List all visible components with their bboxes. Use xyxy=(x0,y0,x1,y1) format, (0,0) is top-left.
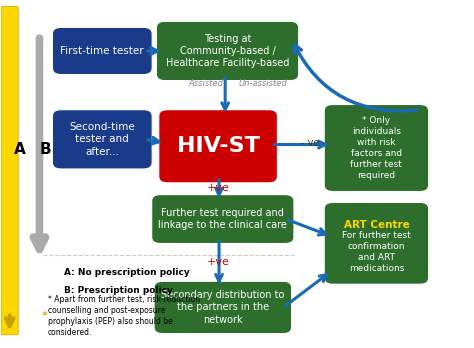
Text: *: * xyxy=(41,311,47,321)
Text: Second-time
tester and
after...: Second-time tester and after... xyxy=(69,122,135,157)
Text: B: Prescription policy: B: Prescription policy xyxy=(64,286,173,295)
Text: B: B xyxy=(40,142,51,157)
Text: HIV-ST: HIV-ST xyxy=(177,136,260,156)
Text: * Only
individuals
with risk
factors and
further test
required: * Only individuals with risk factors and… xyxy=(350,116,402,180)
Text: * Apart from further test, risk-reduction
counselling and post-exposure
prophyla: * Apart from further test, risk-reductio… xyxy=(48,295,200,337)
FancyBboxPatch shape xyxy=(53,27,152,74)
FancyBboxPatch shape xyxy=(53,110,152,169)
FancyBboxPatch shape xyxy=(152,195,294,244)
Text: A: A xyxy=(14,142,26,157)
FancyBboxPatch shape xyxy=(156,21,299,81)
Text: Assisted: Assisted xyxy=(189,79,224,88)
Text: +ve: +ve xyxy=(207,258,229,267)
FancyBboxPatch shape xyxy=(324,104,428,191)
FancyBboxPatch shape xyxy=(1,6,18,335)
Text: +ve: +ve xyxy=(207,183,229,193)
Text: ART Centre: ART Centre xyxy=(344,220,409,230)
Text: Secondary distribution to
the partners in the
network: Secondary distribution to the partners i… xyxy=(161,290,284,325)
FancyBboxPatch shape xyxy=(154,281,292,334)
Text: Testing at
Community-based /
Healthcare Facility-based: Testing at Community-based / Healthcare … xyxy=(166,33,289,68)
Text: For further test
confirmation
and ART
medications: For further test confirmation and ART me… xyxy=(342,231,411,273)
Text: First-time tester: First-time tester xyxy=(61,46,144,56)
FancyBboxPatch shape xyxy=(324,203,428,284)
Text: A: No prescription policy: A: No prescription policy xyxy=(64,268,190,277)
Text: - ve: - ve xyxy=(301,138,319,148)
FancyBboxPatch shape xyxy=(159,110,277,183)
Text: Further test required and
linkage to the clinical care: Further test required and linkage to the… xyxy=(158,208,287,230)
Text: Un-assisted: Un-assisted xyxy=(238,79,287,88)
